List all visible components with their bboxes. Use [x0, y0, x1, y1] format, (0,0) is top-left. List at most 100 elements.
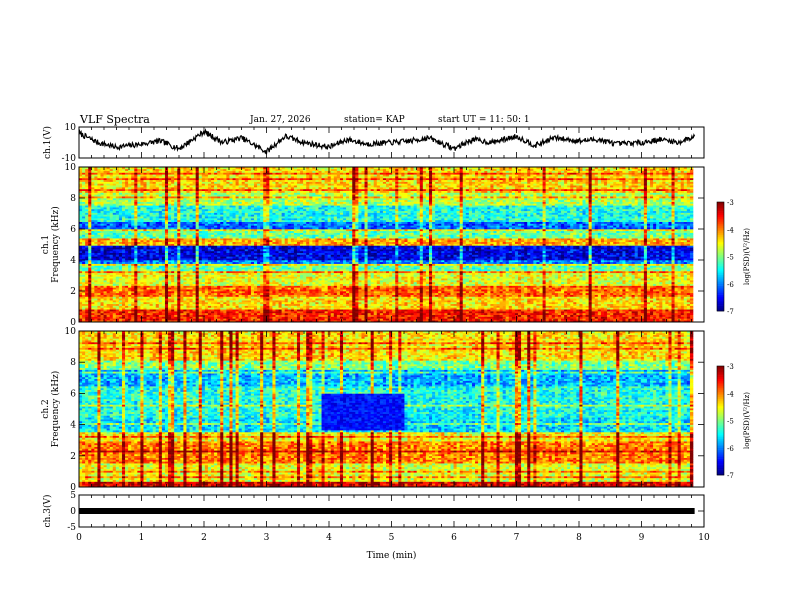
psd-cell — [279, 276, 282, 278]
psd-cell — [497, 300, 500, 302]
psd-cell — [328, 306, 331, 308]
ch1-spectrogram-panel: 0246810ch.1 Frequency (kHz)-3-4-5-6-7log(… — [41, 163, 751, 328]
psd-cell — [466, 289, 469, 291]
psd-cell — [315, 311, 318, 313]
psd-cell — [269, 278, 272, 280]
psd-cell — [463, 300, 466, 302]
psd-cell — [386, 282, 389, 284]
psd-cell — [472, 306, 475, 308]
psd-cell — [407, 284, 410, 286]
psd-cell — [279, 298, 282, 300]
psd-cell — [205, 302, 208, 304]
psd-cell — [530, 296, 533, 298]
psd-cell — [226, 302, 229, 304]
psd-cell — [407, 280, 410, 282]
psd-cell — [208, 300, 211, 302]
psd-cell — [297, 287, 300, 289]
psd-cell — [460, 278, 463, 280]
psd-cell — [414, 307, 417, 309]
psd-cell — [414, 291, 417, 293]
psd-cell — [180, 287, 183, 289]
psd-cell — [331, 289, 334, 291]
psd-cell — [619, 295, 622, 297]
psd-cell — [226, 286, 229, 288]
psd-cell — [429, 287, 432, 289]
psd-cell — [217, 293, 220, 295]
psd-cell — [420, 302, 423, 304]
psd-cell — [300, 304, 303, 306]
psd-cell — [125, 278, 128, 280]
psd-cell — [156, 291, 159, 293]
psd-cell — [570, 309, 573, 311]
psd-cell — [389, 315, 392, 317]
psd-cell — [211, 295, 214, 297]
psd-cell — [110, 296, 113, 298]
psd-cell — [521, 318, 524, 320]
psd-cell — [254, 309, 257, 311]
psd-cell — [251, 293, 254, 295]
psd-cell — [558, 278, 561, 280]
psd-cell — [110, 315, 113, 317]
psd-cell — [595, 300, 598, 302]
psd-cell — [383, 286, 386, 288]
psd-cell — [282, 307, 285, 309]
psd-cell — [579, 311, 582, 313]
psd-cell — [533, 286, 536, 288]
psd-cell — [239, 306, 242, 308]
psd-cell — [312, 302, 315, 304]
psd-cell — [211, 317, 214, 319]
psd-cell — [690, 293, 693, 295]
psd-cell — [454, 298, 457, 300]
psd-cell — [128, 309, 131, 311]
psd-cell — [355, 313, 358, 315]
psd-cell — [616, 313, 619, 315]
psd-cell — [586, 300, 589, 302]
psd-cell — [226, 278, 229, 280]
psd-cell — [398, 291, 401, 293]
psd-cell — [481, 287, 484, 289]
psd-cell — [137, 286, 140, 288]
psd-cell — [558, 295, 561, 297]
psd-cell — [365, 306, 368, 308]
psd-cell — [288, 289, 291, 291]
psd-cell — [481, 291, 484, 293]
psd-cell — [226, 306, 229, 308]
psd-cell — [629, 302, 632, 304]
psd-cell — [638, 287, 641, 289]
psd-cell — [315, 282, 318, 284]
psd-cell — [315, 284, 318, 286]
psd-cell — [662, 298, 665, 300]
psd-cell — [371, 287, 374, 289]
psd-cell — [533, 315, 536, 317]
psd-cell — [647, 296, 650, 298]
psd-cell — [199, 318, 202, 320]
psd-cell — [331, 304, 334, 306]
psd-cell — [288, 302, 291, 304]
psd-cell — [291, 276, 294, 278]
psd-cell — [610, 287, 613, 289]
psd-cell — [315, 304, 318, 306]
psd-cell — [137, 307, 140, 309]
psd-cell — [435, 315, 438, 317]
psd-cell — [205, 311, 208, 313]
psd-cell — [386, 300, 389, 302]
psd-cell — [490, 304, 493, 306]
psd-cell — [272, 289, 275, 291]
psd-cell — [254, 300, 257, 302]
psd-cell — [113, 291, 116, 293]
psd-cell — [638, 317, 641, 319]
psd-cell — [509, 293, 512, 295]
psd-cell — [546, 296, 549, 298]
psd-cell — [85, 291, 88, 293]
psd-cell — [466, 309, 469, 311]
psd-cell — [104, 295, 107, 297]
psd-cell — [159, 309, 162, 311]
psd-cell — [371, 311, 374, 313]
psd-cell — [368, 282, 371, 284]
psd-cell — [214, 309, 217, 311]
psd-cell — [193, 286, 196, 288]
psd-cell — [365, 278, 368, 280]
psd-cell — [156, 282, 159, 284]
psd-cell — [678, 284, 681, 286]
psd-cell — [656, 306, 659, 308]
